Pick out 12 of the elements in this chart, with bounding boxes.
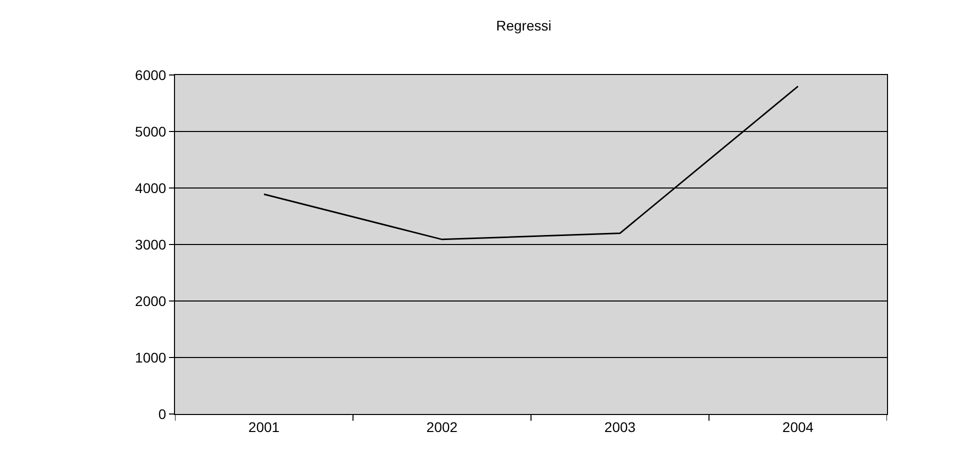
chart-title: Regressi xyxy=(496,17,552,34)
y-tick-label: 4000 xyxy=(135,180,166,196)
y-tick-label: 5000 xyxy=(135,123,166,140)
x-tick-label: 2002 xyxy=(426,418,458,435)
y-tick-label: 1000 xyxy=(135,349,166,366)
y-tick-label: 6000 xyxy=(135,66,166,83)
x-tick-label: 2003 xyxy=(604,418,636,435)
y-tick-label: 2000 xyxy=(135,292,166,309)
y-tick-label: 0 xyxy=(158,406,166,422)
x-tick-label: 2001 xyxy=(248,418,280,435)
y-tick-label: 3000 xyxy=(135,236,166,252)
x-tick-label: 2004 xyxy=(782,418,814,435)
